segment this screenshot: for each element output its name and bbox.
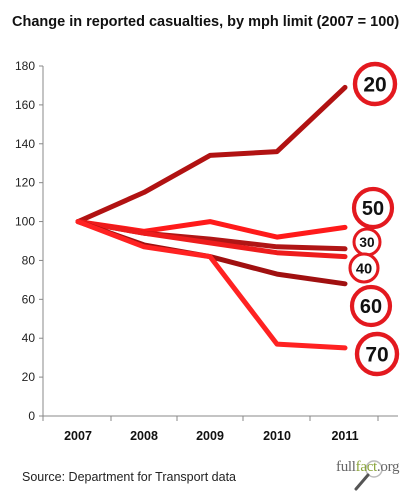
x-tick-label: 2007 <box>64 429 92 443</box>
sign-label: 50 <box>362 198 384 220</box>
fullfact-logo[interactable]: fullfact.org <box>330 455 410 495</box>
logo-part-org: .org <box>376 459 400 475</box>
sign-label: 60 <box>360 296 382 318</box>
x-tick-label: 2010 <box>263 429 291 443</box>
speed-sign-20: 20 <box>352 61 398 107</box>
speed-sign-60: 60 <box>349 284 393 328</box>
y-tick-label: 100 <box>15 215 35 229</box>
y-tick-label: 40 <box>22 331 36 345</box>
speed-sign-50: 50 <box>351 186 395 230</box>
logo-text: fullfact.org <box>336 459 400 476</box>
series-layer <box>75 84 348 351</box>
axes: 0 20 40 60 80 100 120 140 160 180 2007 2008 2009 2010… <box>15 59 398 443</box>
sign-label: 70 <box>365 344 388 367</box>
source-note: Source: Department for Transport data <box>22 470 236 484</box>
sign-ring <box>352 61 398 107</box>
y-tick-label: 140 <box>15 137 35 151</box>
magnifier-icon <box>354 460 383 491</box>
speed-signs: 20 50 30 40 60 70 <box>348 61 400 377</box>
series-line-40mph <box>75 219 348 260</box>
y-tick-label: 60 <box>22 292 36 306</box>
sign-ring <box>351 186 395 230</box>
y-tick-label: 120 <box>15 176 35 190</box>
series-line-20mph <box>75 84 348 225</box>
speed-sign-70: 70 <box>354 331 400 377</box>
y-tick-label: 0 <box>28 409 35 423</box>
x-tick-label: 2009 <box>196 429 224 443</box>
x-tick-label: 2011 <box>331 429 358 443</box>
sign-label: 20 <box>363 74 386 97</box>
sign-label: 40 <box>356 261 372 277</box>
logo-part-fact: fact <box>355 459 378 475</box>
x-tick-label: 2008 <box>130 429 158 443</box>
sign-ring <box>354 331 400 377</box>
y-tick-label: 180 <box>15 59 35 73</box>
sign-ring <box>348 252 380 284</box>
y-tick-label: 160 <box>15 98 35 112</box>
logo-part-full: full <box>336 459 356 475</box>
sign-label: 30 <box>359 235 375 250</box>
series-line-70mph <box>75 219 348 351</box>
y-tick-label: 80 <box>22 253 36 267</box>
chart-title: Change in reported casualties, by mph li… <box>12 14 400 30</box>
y-tick-label: 20 <box>22 370 36 384</box>
speed-sign-40: 40 <box>348 252 380 284</box>
sign-ring <box>349 284 393 328</box>
speed-sign-30: 30 <box>352 227 382 257</box>
